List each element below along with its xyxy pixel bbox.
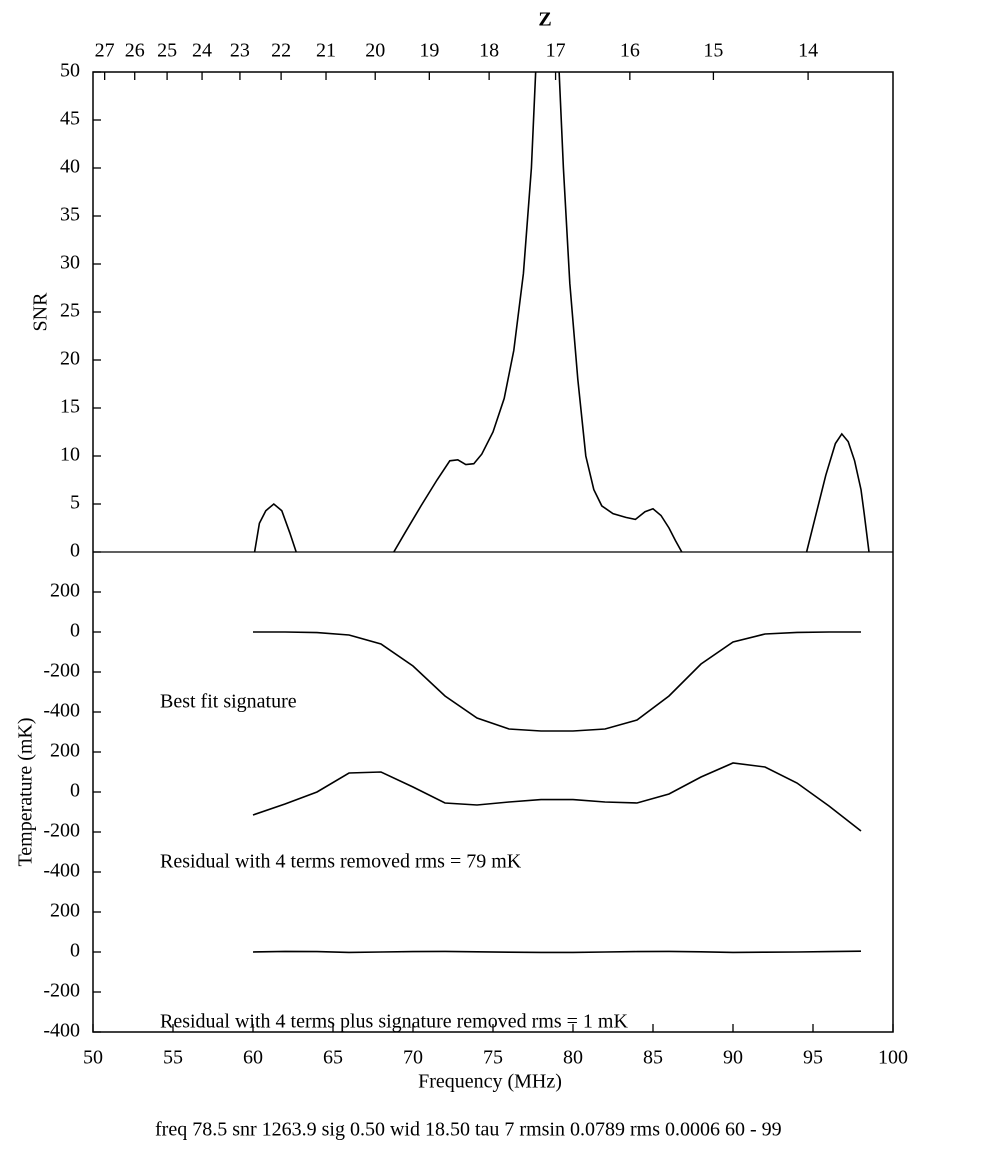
y-tick-label: 40 [60,156,80,178]
y-tick-label: 5 [70,492,80,514]
y-tick-label: 30 [60,252,80,274]
y-tick-label: -200 [43,980,80,1002]
x-tick-label: 50 [83,1047,103,1069]
top-tick-label: 14 [798,40,818,62]
top-tick-label: 15 [703,40,723,62]
y-tick-label: -200 [43,660,80,682]
data-line [252,762,862,832]
y-tick-label: 0 [70,620,80,642]
top-tick-label: 18 [479,40,499,62]
y-tick-label: 35 [60,204,80,226]
top-tick-label: 25 [157,40,177,62]
annotation: Residual with 4 terms removed rms = 79 m… [160,851,522,873]
caption: freq 78.5 snr 1263.9 sig 0.50 wid 18.50 … [155,1119,782,1141]
y-tick-label: 20 [60,348,80,370]
y-tick-label: 50 [60,60,80,82]
y-axis-label: SNR [30,292,52,332]
top-tick-label: 21 [316,40,336,62]
x-tick-label: 100 [878,1047,908,1069]
y-tick-label: 15 [60,396,80,418]
top-tick-label: 16 [620,40,640,62]
y-tick-label: 45 [60,108,80,130]
data-line [253,631,861,732]
annotation: Residual with 4 terms plus signature rem… [160,1011,628,1033]
data-line [252,950,862,954]
data-line [253,72,870,552]
y-tick-label: 200 [50,580,80,602]
y-tick-label: 0 [70,940,80,962]
top-tick-label: 19 [419,40,439,62]
y-tick-label: 10 [60,444,80,466]
y-tick-label: -400 [43,700,80,722]
y-tick-label: 200 [50,740,80,762]
x-tick-label: 65 [323,1047,343,1069]
x-tick-label: 95 [803,1047,823,1069]
top-tick-label: 20 [365,40,385,62]
top-tick-label: 26 [125,40,145,62]
top-tick-label: 17 [546,40,566,62]
y-tick-label: 25 [60,300,80,322]
x-axis-label: Frequency (MHz) [418,1071,562,1093]
x-tick-label: 60 [243,1047,263,1069]
x-tick-label: 90 [723,1047,743,1069]
x-tick-label: 75 [483,1047,503,1069]
annotation: Best fit signature [160,691,297,713]
x-tick-label: 70 [403,1047,423,1069]
top-tick-label: 24 [192,40,212,62]
top-axis-label: Z [538,9,551,31]
top-tick-label: 23 [230,40,250,62]
y-tick-label: -400 [43,860,80,882]
y-tick-label: -400 [43,1020,80,1042]
y-tick-label: -200 [43,820,80,842]
y-tick-label: 200 [50,900,80,922]
top-tick-label: 22 [271,40,291,62]
y-tick-label: 0 [70,780,80,802]
x-tick-label: 80 [563,1047,583,1069]
x-tick-label: 85 [643,1047,663,1069]
y-axis-label: Temperature (mK) [15,717,37,866]
y-tick-label: 0 [70,540,80,562]
x-tick-label: 55 [163,1047,183,1069]
top-tick-label: 27 [95,40,115,62]
